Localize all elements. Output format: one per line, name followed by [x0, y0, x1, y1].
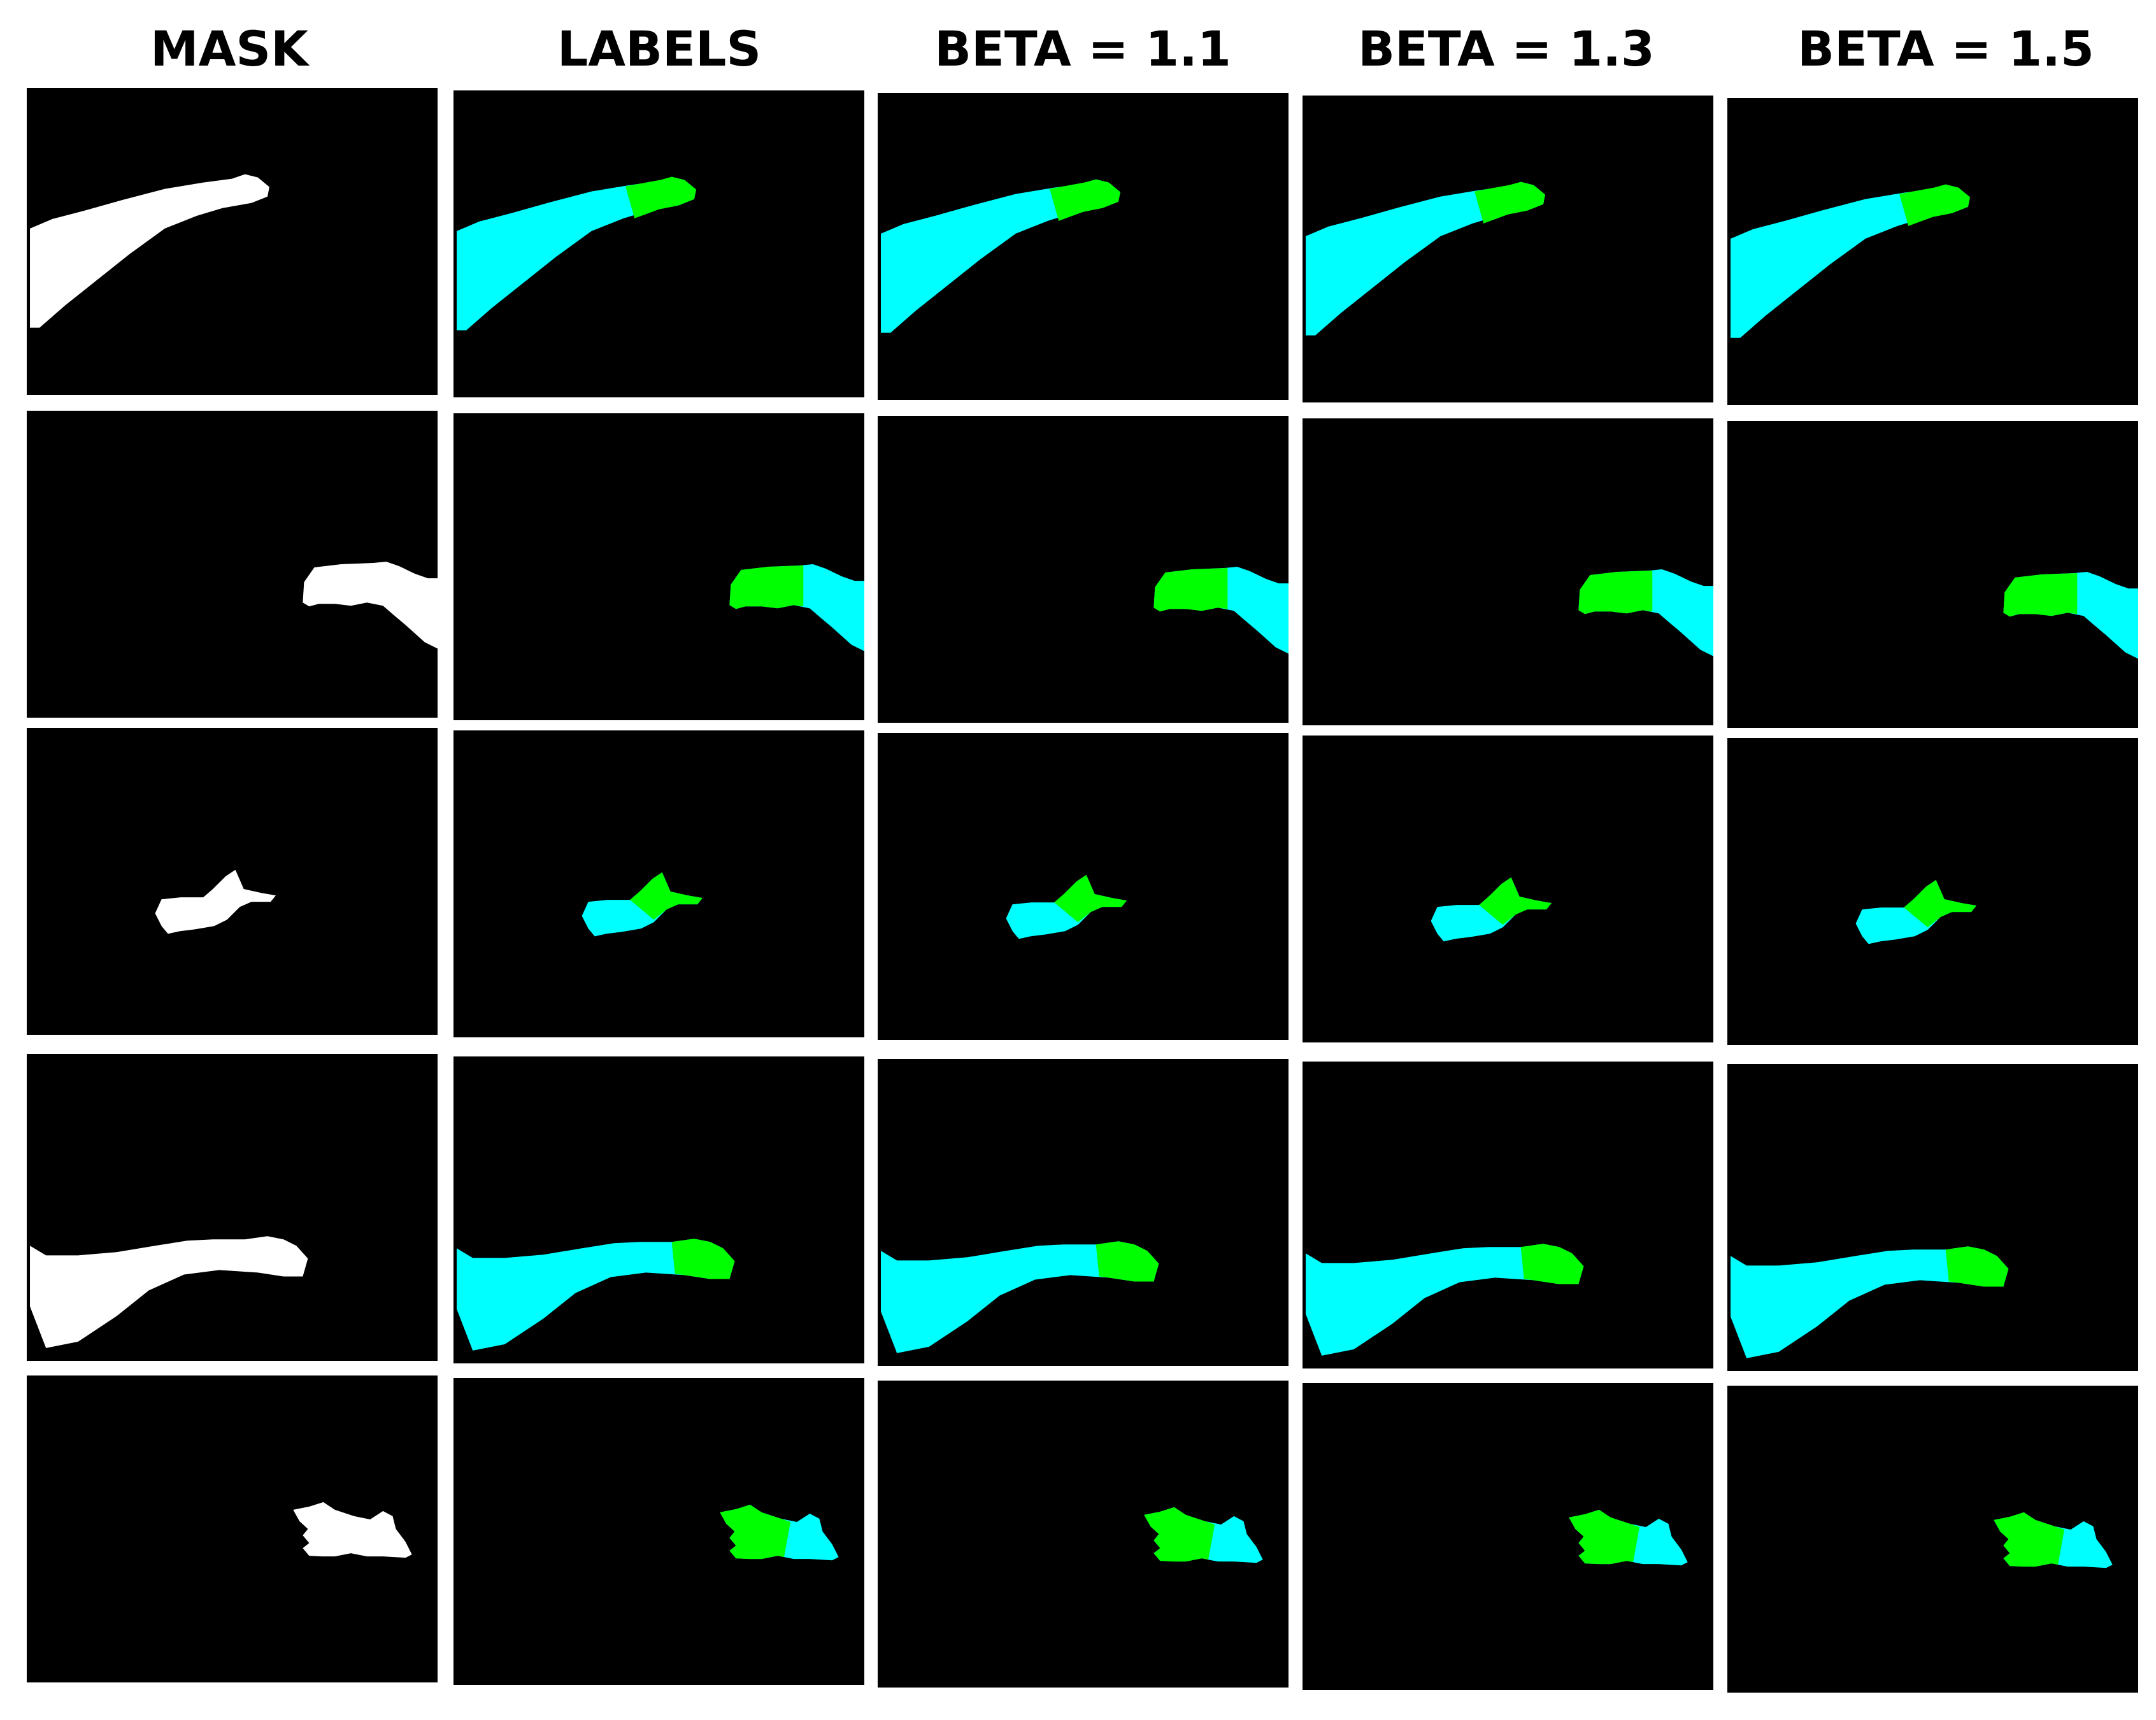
- segmentation-image: [881, 1241, 1159, 1353]
- segmentation-image: [720, 1504, 839, 1561]
- segmentation-image: [1153, 566, 1289, 654]
- result-panel-row3-col2: [453, 730, 864, 1037]
- segmentation-image: [1144, 1507, 1263, 1563]
- result-panel-row2-col4: [1303, 418, 1713, 725]
- segment-b-region: [625, 176, 696, 218]
- segmentation-image: [1006, 874, 1127, 939]
- column-header-labels: LABELS: [557, 20, 762, 77]
- segment-a-region: [1731, 184, 1970, 338]
- result-panel-row2-col5: [1727, 421, 2138, 728]
- result-panel-row5-col5: [1727, 1386, 2138, 1693]
- result-panel-row2-col2: [453, 413, 864, 720]
- segment-b-region: [1153, 567, 1228, 612]
- segment-a-region: [457, 176, 696, 330]
- segment-a-region: [1306, 181, 1545, 336]
- segmentation-image: [293, 1502, 412, 1558]
- result-panel-row4-col3: [878, 1059, 1289, 1366]
- segment-b-region: [729, 565, 804, 609]
- segmentation-image: [2003, 571, 2138, 659]
- segmentation-image: [30, 174, 269, 328]
- segment-b-region: [720, 1504, 791, 1560]
- segmentation-image: [457, 176, 696, 330]
- segmentation-image: [1306, 181, 1545, 336]
- segmentation-image: [1578, 569, 1713, 657]
- segmentation-image: [155, 869, 276, 934]
- result-panel-row5-col2: [453, 1378, 864, 1685]
- segmentation-image: [1569, 1509, 1688, 1566]
- segment-b-region: [1520, 1244, 1584, 1284]
- column-header-beta-1-5: BETA = 1.5: [1797, 20, 2094, 77]
- result-panel-row1-col5: [1727, 98, 2138, 405]
- segment-b-region: [671, 1239, 735, 1279]
- result-panel-row5-col1: [27, 1375, 438, 1682]
- result-panel-row4-col5: [1727, 1064, 2138, 1371]
- mask-region: [30, 1236, 308, 1348]
- column-header-beta-1-1: BETA = 1.1: [934, 20, 1231, 77]
- segmentation-image: [1994, 1512, 2113, 1568]
- result-panel-row2-col1: [27, 411, 438, 718]
- segment-b-region: [1578, 570, 1653, 615]
- segment-b-region: [1994, 1512, 2065, 1567]
- segmentation-image: [457, 1239, 735, 1351]
- mask-region: [30, 174, 269, 328]
- result-panel-row5-col4: [1303, 1383, 1713, 1690]
- segment-b-region: [1904, 879, 1977, 928]
- result-panel-row1-col4: [1303, 96, 1713, 402]
- segment-b-region: [1054, 874, 1127, 923]
- result-panel-row3-col3: [878, 733, 1289, 1040]
- mask-region: [303, 561, 438, 649]
- segment-b-region: [1474, 181, 1545, 224]
- segment-b-region: [1479, 877, 1552, 925]
- result-panel-row4-col1: [27, 1054, 438, 1361]
- segment-b-region: [1096, 1241, 1159, 1282]
- segment-a-region: [457, 1239, 735, 1351]
- result-panel-row5-col3: [878, 1381, 1289, 1688]
- segmentation-image: [582, 872, 703, 937]
- segmentation-image: [1855, 879, 1977, 944]
- result-panel-row4-col2: [453, 1056, 864, 1363]
- segmentation-image: [1306, 1244, 1584, 1356]
- segment-b-region: [1569, 1509, 1640, 1565]
- column-header-beta-1-3: BETA = 1.3: [1358, 20, 1655, 77]
- segment-b-region: [1899, 184, 1970, 226]
- segmentation-image: [729, 564, 864, 651]
- result-panel-row3-col4: [1303, 736, 1713, 1042]
- segmentation-image: [881, 179, 1120, 333]
- segment-b-region: [1945, 1246, 2009, 1287]
- segment-b-region: [1050, 179, 1120, 221]
- segmentation-image: [303, 561, 438, 649]
- mask-region: [293, 1502, 412, 1558]
- result-panel-row4-col4: [1303, 1062, 1713, 1368]
- result-panel-row3-col5: [1727, 738, 2138, 1045]
- result-panel-row2-col3: [878, 416, 1289, 723]
- segment-a-region: [881, 179, 1120, 333]
- segment-a-region: [1731, 1246, 2009, 1358]
- segment-a-region: [881, 1241, 1159, 1353]
- segmentation-image: [1431, 877, 1552, 942]
- segmentation-image: [1731, 1246, 2009, 1358]
- result-panel-row1-col3: [878, 93, 1289, 400]
- result-panel-row3-col1: [27, 728, 438, 1035]
- segment-a-region: [1306, 1244, 1584, 1356]
- segment-b-region: [630, 872, 703, 920]
- segment-b-region: [1144, 1507, 1215, 1562]
- column-header-mask: MASK: [150, 20, 309, 77]
- segment-b-region: [2003, 572, 2078, 617]
- mask-region: [155, 869, 276, 934]
- result-panel-row1-col2: [453, 90, 864, 397]
- result-panel-row1-col1: [27, 88, 438, 395]
- segmentation-image: [30, 1236, 308, 1348]
- segmentation-image: [1731, 184, 1970, 338]
